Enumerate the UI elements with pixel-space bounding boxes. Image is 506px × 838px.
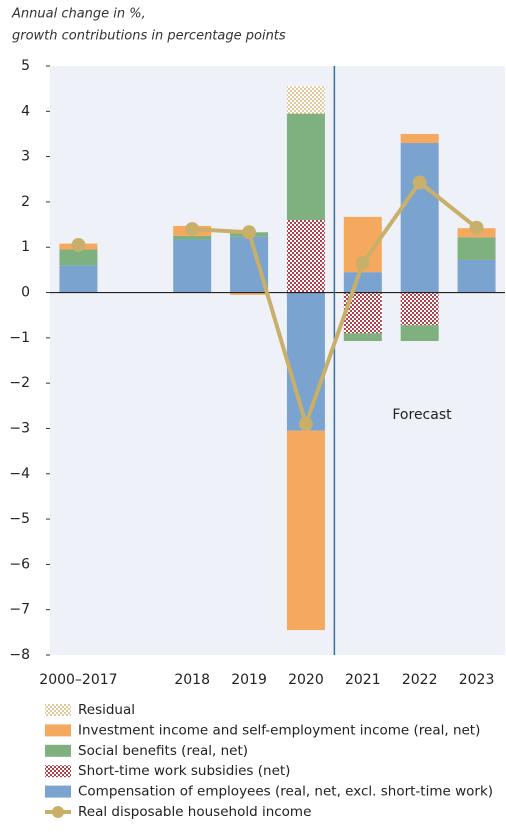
y-tick-label: −7: [9, 602, 30, 618]
x-tick-label: 2020: [288, 672, 324, 688]
y-tick-label: −6: [9, 556, 30, 572]
y-tick-label: 0: [21, 285, 30, 301]
legend-swatch: [45, 704, 71, 716]
bar-segment: [59, 249, 98, 266]
legend-label: Real disposable household income: [78, 804, 311, 820]
bar-segment: [400, 292, 439, 326]
line-marker: [469, 220, 484, 235]
legend-swatch: [52, 806, 64, 818]
legend-label: Social benefits (real, net): [78, 743, 248, 759]
x-tick-label: 2018: [174, 672, 210, 688]
bar-segment: [286, 86, 325, 114]
bar-segment: [230, 292, 269, 295]
bar-segment: [286, 292, 325, 431]
legend-swatch: [45, 744, 71, 757]
y-tick-label: −8: [9, 647, 30, 663]
line-marker: [412, 175, 427, 190]
bar-segment: [286, 220, 325, 293]
x-tick-label: 2023: [459, 672, 495, 688]
legend-label: Compensation of employees (real, net, ex…: [78, 784, 493, 800]
y-tick-label: 4: [21, 103, 30, 119]
y-tick-label: −3: [9, 420, 30, 436]
legend-swatch: [45, 765, 71, 778]
x-tick-label: 2021: [345, 672, 381, 688]
y-tick-label: 2: [21, 194, 30, 210]
bar-segment: [173, 235, 212, 240]
y-tick-label: −5: [9, 511, 30, 527]
bar-segment: [400, 325, 439, 342]
line-marker: [185, 222, 200, 237]
bar-segment: [230, 236, 269, 293]
annotation: Forecast: [392, 407, 452, 423]
bar-segment: [457, 259, 496, 293]
y-tick-label: −2: [9, 375, 30, 391]
x-tick-label: 2000–2017: [39, 672, 117, 688]
legend-label: Short-time work subsidies (net): [78, 763, 290, 779]
chart-subtitle: growth contributions in percentage point…: [12, 29, 286, 44]
legend-label: Residual: [78, 702, 135, 718]
bar-segment: [343, 272, 382, 293]
chart-title: Annual change in %,: [11, 7, 146, 22]
legend-label: Investment income and self-employment in…: [78, 722, 480, 738]
bar-segment: [400, 133, 439, 144]
legend-swatch: [45, 785, 71, 798]
line-marker: [71, 237, 86, 252]
legend-swatch: [45, 724, 71, 737]
bar-segment: [400, 143, 439, 293]
y-tick-label: 3: [21, 149, 30, 165]
bar-segment: [286, 113, 325, 221]
y-tick-label: 5: [21, 58, 30, 74]
y-tick-label: −1: [9, 330, 30, 346]
line-marker: [355, 256, 370, 271]
y-tick-label: 1: [21, 239, 30, 255]
line-marker: [242, 225, 257, 240]
bar-segment: [457, 237, 496, 260]
bar-segment: [59, 265, 98, 293]
x-tick-label: 2022: [402, 672, 438, 688]
y-tick-label: −4: [9, 466, 30, 482]
bar-segment: [343, 333, 382, 342]
bar-segment: [173, 239, 212, 293]
bar-segment: [286, 430, 325, 631]
line-marker: [298, 416, 313, 431]
x-tick-label: 2019: [231, 672, 267, 688]
line: [192, 179, 478, 431]
